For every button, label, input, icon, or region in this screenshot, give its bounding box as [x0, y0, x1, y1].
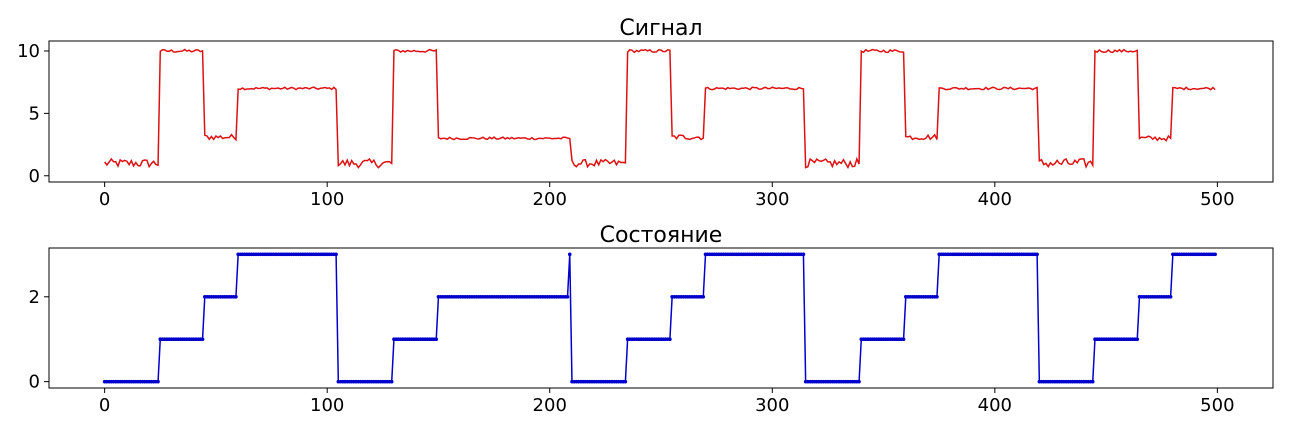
data-point	[701, 294, 706, 299]
y-tick-label: 0	[29, 372, 40, 393]
y-tick-label: 10	[17, 41, 40, 62]
data-point	[1090, 379, 1095, 384]
x-tick-label: 200	[533, 189, 567, 210]
y-tick-label: 5	[29, 103, 40, 124]
data-point	[1213, 252, 1217, 257]
data-point	[857, 379, 861, 384]
data-point	[567, 252, 572, 257]
x-tick-label: 400	[978, 189, 1012, 210]
x-tick-label: 500	[1200, 189, 1234, 210]
chart-title: Состояние	[600, 223, 723, 248]
data-point	[434, 337, 439, 342]
x-tick-label: 500	[1200, 395, 1234, 416]
data-point	[1168, 294, 1173, 299]
plot-frame	[48, 247, 1274, 389]
x-tick-label: 300	[755, 395, 789, 416]
x-tick-label: 200	[533, 395, 567, 416]
data-point	[623, 379, 628, 384]
data-point	[200, 337, 205, 342]
x-tick-label: 300	[755, 189, 789, 210]
series-markers	[102, 252, 1217, 384]
data-point	[565, 294, 570, 299]
data-point	[334, 252, 338, 257]
x-tick-label: 0	[99, 395, 110, 416]
y-tick-label: 0	[29, 166, 40, 187]
series-line	[104, 253, 1216, 383]
data-point	[935, 294, 939, 299]
data-point	[156, 379, 160, 384]
data-point	[389, 379, 394, 384]
data-point	[901, 337, 906, 342]
x-tick-label: 0	[99, 189, 110, 210]
data-point	[801, 252, 806, 257]
x-tick-label: 100	[310, 395, 344, 416]
y-tick-label: 2	[29, 287, 40, 308]
series-line	[104, 48, 1216, 170]
chart-panel-1: Сигнал 0 100 200 300 400 500 0 5 10	[17, 16, 1274, 210]
data-point	[668, 337, 672, 342]
chart-title: Сигнал	[619, 16, 702, 41]
data-point	[1035, 252, 1039, 257]
data-point	[1135, 337, 1140, 342]
x-tick-label: 100	[310, 189, 344, 210]
x-tick-label: 400	[978, 395, 1012, 416]
data-point	[234, 294, 238, 299]
chart-panel-2: Состояние 0 100 200 300 400 500 0 2	[29, 223, 1274, 416]
plot-frame	[48, 40, 1274, 183]
